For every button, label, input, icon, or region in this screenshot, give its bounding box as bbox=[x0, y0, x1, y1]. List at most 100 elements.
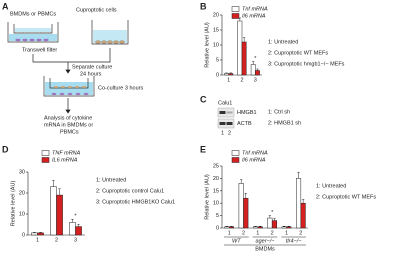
bar bbox=[255, 70, 260, 76]
annotation: 3: Cuproptotic HMGB1KO Calu1 bbox=[96, 199, 175, 205]
bar bbox=[69, 222, 76, 236]
diagram-text: BMDMs or PBMCs bbox=[10, 11, 56, 17]
legend-label: Tnf mRNA bbox=[242, 150, 268, 156]
bar bbox=[50, 186, 57, 236]
annotation: 2: Cuproptotic WT MEFs bbox=[268, 50, 328, 56]
x-tick-label: 3 bbox=[74, 237, 77, 243]
y-tick-label: 10 bbox=[213, 201, 219, 207]
x-tick-label: 1 bbox=[285, 230, 288, 236]
y-axis-label: Relative level (AU) bbox=[204, 174, 210, 220]
blot-legend: 2: HMGB1 sh bbox=[268, 120, 301, 126]
y-tick-label: 5 bbox=[216, 57, 219, 63]
bar bbox=[228, 73, 234, 76]
error-bar bbox=[273, 218, 276, 221]
y-tick-label: 15 bbox=[213, 188, 219, 194]
y-tick-label: 0 bbox=[216, 225, 219, 231]
legend-swatch bbox=[41, 157, 50, 163]
error-bar bbox=[71, 219, 74, 223]
annotation: 1: Untreated bbox=[96, 177, 126, 183]
blot-frame bbox=[217, 107, 235, 118]
annotation: 1: Untreated bbox=[268, 39, 298, 45]
bar bbox=[241, 41, 247, 76]
blot-legend: 1: Ctrl sh bbox=[268, 109, 290, 115]
panel-label: E bbox=[200, 144, 206, 154]
x-tick-label: 2 bbox=[271, 230, 274, 236]
bar bbox=[228, 226, 235, 229]
blot-frame bbox=[217, 118, 235, 129]
blot-band bbox=[226, 122, 233, 125]
diagram-text: Transwell filter bbox=[22, 47, 57, 53]
bar bbox=[238, 183, 244, 229]
diagram-text: Analysis of cytokine bbox=[44, 115, 92, 121]
blot-band bbox=[219, 111, 226, 114]
legend-swatch bbox=[231, 6, 240, 12]
cell-line: Calu1 bbox=[218, 100, 232, 106]
bar bbox=[257, 226, 263, 229]
panel-label: D bbox=[2, 144, 9, 154]
bar bbox=[252, 226, 259, 229]
error-bar bbox=[268, 215, 272, 219]
legend-label: Tnf mRNA bbox=[242, 6, 268, 12]
panel-label: B bbox=[200, 1, 207, 11]
diagram-text: 24 hours bbox=[80, 71, 102, 77]
legend-label: TNF mRNA bbox=[52, 150, 81, 156]
error-bar bbox=[297, 171, 300, 179]
x-tick-label: 1 bbox=[36, 237, 39, 243]
significance: * bbox=[271, 210, 274, 216]
y-tick-label: 20 bbox=[213, 12, 219, 18]
diagram-text: Cuproptotic cells bbox=[76, 7, 117, 13]
y-tick-label: 0 bbox=[22, 232, 25, 238]
error-bar bbox=[240, 179, 243, 184]
y-tick-label: 0 bbox=[216, 72, 219, 78]
x-tick-label: 3 bbox=[254, 77, 257, 83]
x-tick-label: 2 bbox=[55, 237, 58, 243]
bar bbox=[75, 226, 82, 236]
x-tick-label: 2 bbox=[240, 77, 243, 83]
bar bbox=[271, 220, 278, 229]
x-tick-label: 1 bbox=[256, 230, 259, 236]
y-tick-label: 5 bbox=[216, 213, 219, 219]
x-axis-label: BMDMs bbox=[255, 246, 275, 252]
lane-label: 2 bbox=[228, 130, 231, 136]
error-bar bbox=[244, 193, 247, 199]
y-tick-label: 10 bbox=[213, 42, 219, 48]
bar bbox=[300, 202, 306, 229]
error-bar bbox=[58, 188, 61, 196]
x-tick-label: 1 bbox=[227, 77, 230, 83]
bar bbox=[37, 232, 44, 236]
bar bbox=[237, 20, 243, 76]
y-tick-label: 20 bbox=[213, 176, 219, 182]
culture-dish bbox=[91, 20, 129, 45]
legend-swatch bbox=[231, 150, 240, 156]
x-tick-label: 1 bbox=[228, 230, 231, 236]
group-label: tlr4−/− bbox=[286, 238, 302, 244]
panel-label: C bbox=[200, 94, 207, 104]
bar bbox=[56, 194, 63, 236]
group-label: WT bbox=[232, 238, 241, 244]
arrows bbox=[32, 48, 111, 114]
y-tick-label: 10 bbox=[19, 211, 25, 217]
error-bar bbox=[77, 224, 80, 227]
band-label: ACTB bbox=[237, 121, 252, 127]
diagram-text: PBMCs bbox=[60, 129, 79, 135]
bar bbox=[31, 232, 38, 236]
significance: * bbox=[74, 214, 77, 220]
legend-swatch bbox=[231, 157, 240, 163]
diagram-text: Separate culture bbox=[72, 64, 112, 70]
y-tick-label: 20 bbox=[19, 190, 25, 196]
y-axis-label: Relative level (AU) bbox=[204, 22, 210, 68]
legend-swatch bbox=[231, 13, 240, 19]
annotation: 1: Untreated bbox=[316, 183, 346, 189]
error-bar bbox=[301, 199, 305, 204]
error-bar bbox=[242, 37, 246, 42]
bar bbox=[281, 226, 287, 229]
lane-label: 1 bbox=[221, 130, 224, 136]
y-axis-label: Relative level (AU) bbox=[10, 181, 16, 227]
y-tick-label: 30 bbox=[19, 169, 25, 175]
bar bbox=[224, 226, 230, 229]
bar bbox=[267, 217, 273, 229]
error-bar bbox=[39, 232, 42, 233]
legend-label: IL6 mRNA bbox=[52, 157, 78, 163]
annotation: 2: Cuproptotic WT MEFs bbox=[316, 194, 376, 200]
